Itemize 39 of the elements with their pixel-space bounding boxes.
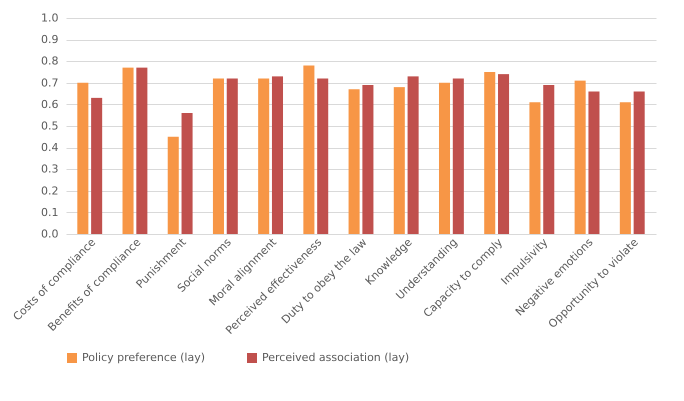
y-tick-label: 0.0 [41, 228, 58, 240]
bar [348, 89, 360, 234]
bar [394, 87, 405, 234]
bar [77, 82, 88, 234]
y-tick-label: 0.9 [41, 33, 58, 46]
bar [588, 91, 600, 234]
bar [258, 78, 270, 234]
bar [168, 136, 179, 234]
bar [634, 91, 645, 234]
y-tick-label: 0.8 [41, 54, 58, 68]
bar [136, 68, 148, 234]
bar [408, 76, 419, 234]
bar [498, 74, 510, 234]
bar [529, 102, 540, 234]
legend-label: Policy preference (lay) [82, 351, 206, 364]
y-tick-label: 0.2 [41, 184, 58, 198]
bar [362, 84, 374, 234]
bar [182, 113, 193, 234]
bar [438, 82, 450, 234]
y-tick-label: 0.1 [41, 206, 58, 219]
y-tick-label: 0.4 [41, 141, 58, 154]
y-tick-label: 0.3 [41, 162, 58, 176]
bar [226, 78, 238, 234]
bar [574, 80, 586, 234]
bar [620, 102, 631, 234]
legend-label: Perceived association (lay) [262, 351, 410, 364]
bar [91, 98, 102, 234]
y-tick-label: 0.7 [41, 76, 58, 90]
bar [272, 76, 284, 234]
bar [122, 68, 134, 234]
bar [212, 78, 224, 234]
bar [317, 78, 328, 234]
bar [484, 72, 496, 234]
y-tick-label: 0.6 [41, 98, 58, 111]
y-tick-label: 1.0 [41, 12, 58, 24]
bar [543, 84, 554, 234]
bar [452, 78, 464, 234]
bar [303, 66, 314, 234]
y-tick-label: 0.5 [41, 120, 58, 132]
